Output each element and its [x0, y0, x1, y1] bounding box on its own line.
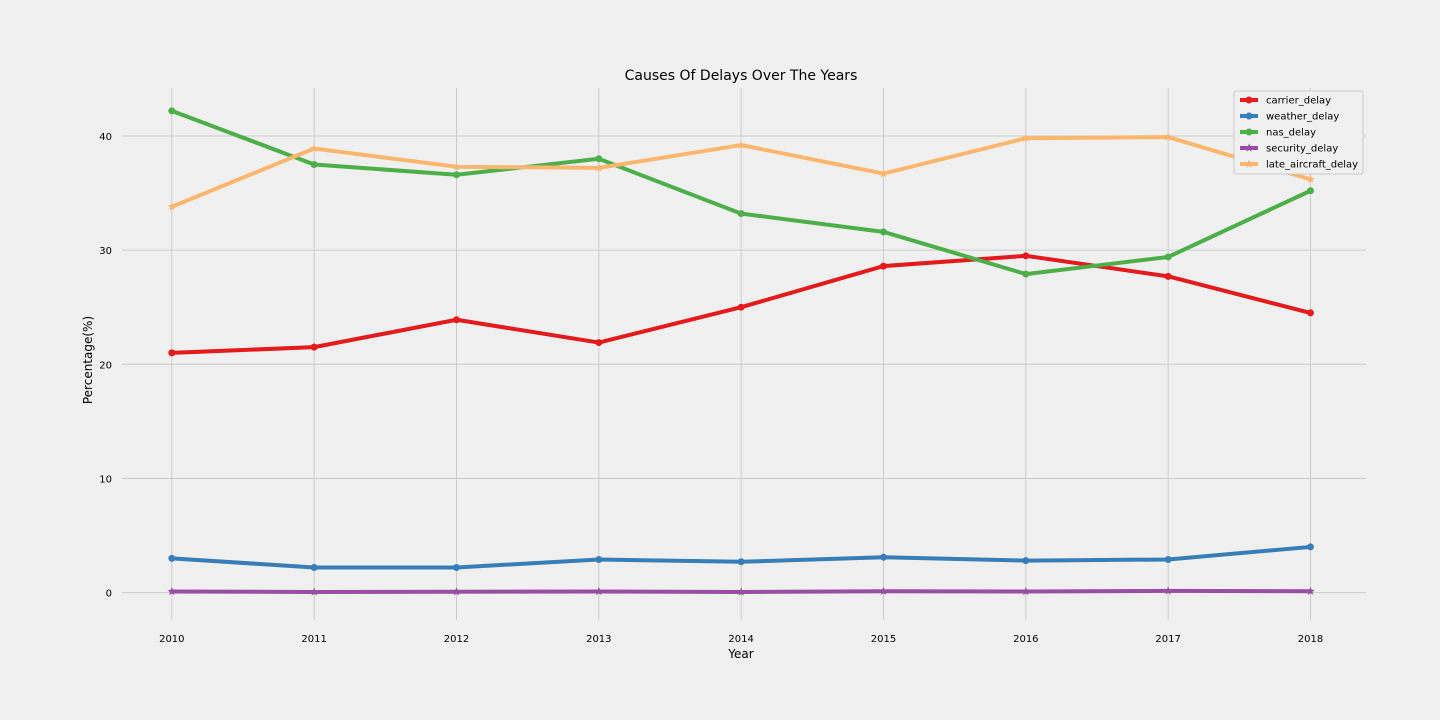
security_delay-point	[879, 586, 888, 595]
series-weather_delay	[168, 543, 1314, 571]
security_delay-point	[736, 587, 746, 596]
legend-marker	[1245, 128, 1253, 136]
legend-item-carrier_delay: carrier_delay	[1240, 96, 1331, 107]
y-axis-label: Percentage(%)	[81, 316, 95, 404]
nas_delay-point	[737, 210, 745, 218]
security_delay-point	[594, 586, 604, 596]
late_aircraft_delay-point	[1163, 132, 1173, 141]
legend-marker	[1245, 96, 1253, 104]
legend-item-security_delay: security_delay	[1240, 143, 1338, 155]
weather_delay-point	[595, 555, 603, 563]
weather_delay-point	[1306, 543, 1314, 551]
nas_delay-point	[1306, 187, 1314, 195]
late_aircraft_delay-point	[594, 163, 604, 172]
nas_delay-point	[1022, 270, 1030, 278]
x-axis-label: Year	[727, 647, 753, 661]
security_delay-point	[309, 587, 319, 596]
series-security_delay	[167, 586, 1315, 596]
legend-label: late_aircraft_delay	[1266, 160, 1358, 171]
legend-marker	[1244, 159, 1254, 168]
weather_delay-point	[1164, 555, 1172, 563]
carrier_delay-point	[168, 349, 176, 357]
legend-marker	[1245, 112, 1253, 120]
x-tick-label: 2016	[1013, 634, 1038, 645]
legend-item-late_aircraft_delay: late_aircraft_delay	[1240, 159, 1358, 171]
nas_delay-point	[879, 228, 887, 236]
x-tick-label: 2011	[301, 634, 326, 645]
legend-marker	[1244, 143, 1254, 152]
chart-title: Causes Of Delays Over The Years	[625, 68, 858, 84]
security_delay-point	[1021, 586, 1031, 596]
carrier_delay-point	[879, 262, 887, 270]
y-tick-label: 20	[99, 360, 112, 371]
security_delay-point	[452, 587, 461, 596]
legend-label: nas_delay	[1266, 128, 1316, 139]
y-tick-label: 40	[99, 132, 112, 143]
legend-label: carrier_delay	[1266, 96, 1331, 107]
nas_delay-point	[310, 160, 318, 168]
carrier_delay-point	[1164, 272, 1172, 280]
x-tick-label: 2014	[728, 634, 753, 645]
late_aircraft_delay-point	[1021, 133, 1031, 142]
late_aircraft_delay-point	[879, 169, 888, 178]
x-tick-label: 2012	[444, 634, 469, 645]
nas_delay-point	[1164, 253, 1172, 261]
weather_delay-point	[879, 553, 887, 561]
x-tick-label: 2018	[1298, 634, 1323, 645]
weather_delay-point	[168, 554, 176, 562]
y-axis-ticks: 0 10 20 30 40	[99, 132, 112, 600]
series-late_aircraft_delay	[167, 132, 1315, 211]
y-tick-label: 10	[99, 474, 112, 485]
y-tick-label: 0	[106, 589, 112, 600]
weather_delay-point	[452, 563, 460, 571]
late_aircraft_delay-point	[452, 162, 461, 171]
legend-box	[1233, 90, 1364, 175]
x-tick-label: 2013	[586, 634, 611, 645]
x-tick-label: 2010	[159, 634, 184, 645]
carrier_delay-point	[452, 316, 460, 324]
weather_delay-point	[310, 563, 318, 571]
x-tick-label: 2017	[1155, 634, 1180, 645]
legend-item-weather_delay: weather_delay	[1240, 112, 1339, 123]
x-axis-ticks: 2010 2011 2012 2013 2014 2015 2016 2017 2018	[159, 634, 1323, 645]
security_delay-point	[1163, 586, 1173, 595]
series-group	[167, 107, 1315, 596]
legend-item-nas_delay: nas_delay	[1240, 128, 1316, 139]
legend-label: security_delay	[1266, 144, 1338, 155]
late_aircraft_delay-point	[736, 140, 746, 149]
nas_delay-point	[452, 171, 460, 179]
carrier_delay-point	[737, 303, 745, 311]
nas_delay-point	[595, 155, 603, 163]
late_aircraft_delay-point	[167, 202, 177, 211]
weather_delay-point	[737, 558, 745, 566]
legend-label: weather_delay	[1266, 112, 1339, 123]
carrier_delay-point	[310, 343, 318, 351]
late_aircraft_delay-point	[1306, 174, 1315, 183]
weather_delay-point	[1022, 557, 1030, 565]
security_delay-point	[167, 586, 177, 596]
y-tick-label: 30	[99, 246, 112, 257]
grid	[122, 88, 1366, 620]
nas_delay-point	[168, 107, 176, 115]
series-nas_delay	[168, 107, 1314, 278]
carrier_delay-point	[1022, 252, 1030, 260]
x-tick-label: 2015	[871, 634, 896, 645]
late_aircraft_delay-point	[309, 144, 319, 153]
security_delay-point	[1306, 586, 1315, 595]
carrier_delay-point	[595, 339, 603, 347]
series-carrier_delay	[168, 252, 1314, 357]
carrier_delay-point	[1306, 309, 1314, 317]
legend: carrier_delay weather_delay nas_delaysecur…	[1233, 90, 1364, 175]
